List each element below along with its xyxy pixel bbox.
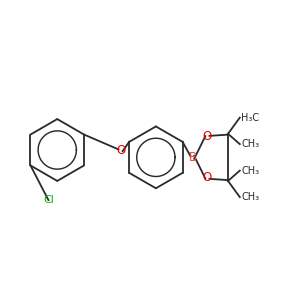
Text: O: O xyxy=(116,144,125,157)
Text: CH₃: CH₃ xyxy=(241,192,260,202)
Text: H₃C: H₃C xyxy=(241,112,260,123)
Text: O: O xyxy=(203,130,212,143)
Text: B: B xyxy=(189,151,197,164)
Text: CH₃: CH₃ xyxy=(241,139,260,149)
Text: CH₃: CH₃ xyxy=(241,166,260,176)
Text: O: O xyxy=(203,172,212,184)
Text: Cl: Cl xyxy=(43,195,54,205)
